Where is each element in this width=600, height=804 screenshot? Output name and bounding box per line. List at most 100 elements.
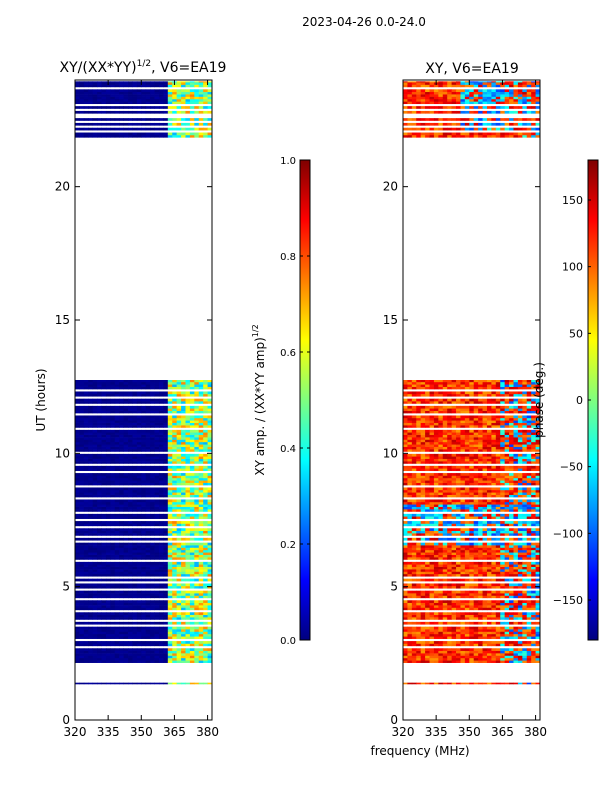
heatmap-cell	[119, 516, 124, 519]
heatmap-cell	[124, 490, 129, 493]
heatmap-cell	[483, 655, 488, 658]
heatmap-cell	[97, 648, 102, 651]
heatmap-cell	[128, 591, 133, 594]
heatmap-cell	[97, 394, 102, 397]
heatmap-cell	[483, 648, 488, 651]
heatmap-cell	[469, 593, 474, 596]
heatmap-cell	[75, 528, 80, 531]
heatmap-cell	[487, 648, 492, 651]
heatmap-cell	[425, 634, 430, 637]
heatmap-cell	[132, 533, 137, 536]
heatmap-cell	[203, 523, 208, 526]
heatmap-cell	[137, 382, 142, 385]
heatmap-cell	[159, 579, 164, 582]
heatmap-cell	[115, 552, 120, 555]
heatmap-cell	[137, 449, 142, 452]
heatmap-cell	[190, 648, 195, 651]
heatmap-cell	[190, 533, 195, 536]
heatmap-cell	[199, 456, 204, 459]
heatmap-cell	[469, 636, 474, 639]
heatmap-cell	[522, 591, 527, 594]
heatmap-cell	[137, 437, 142, 440]
heatmap-cell	[75, 607, 80, 610]
heatmap-cell	[496, 552, 501, 555]
heatmap-cell	[88, 521, 93, 524]
heatmap-cell	[106, 101, 111, 104]
heatmap-cell	[194, 92, 199, 95]
heatmap-cell	[500, 523, 505, 526]
heatmap-cell	[93, 504, 98, 507]
heatmap-cell	[172, 567, 177, 570]
heatmap-cell	[163, 538, 168, 541]
heatmap-cell	[159, 118, 164, 121]
heatmap-cell	[522, 648, 527, 651]
heatmap-cell	[194, 528, 199, 531]
heatmap-cell	[487, 641, 492, 644]
heatmap-cell	[75, 430, 80, 433]
heatmap-cell	[522, 564, 527, 567]
heatmap-cell	[168, 111, 173, 114]
heatmap-cell	[527, 562, 532, 565]
heatmap-cell	[150, 135, 155, 138]
heatmap-cell	[106, 600, 111, 603]
heatmap-cell	[199, 595, 204, 598]
heatmap-cell	[496, 523, 501, 526]
heatmap-cell	[115, 629, 120, 632]
heatmap-cell	[412, 562, 417, 565]
heatmap-cell	[199, 538, 204, 541]
heatmap-cell	[93, 658, 98, 661]
heatmap-cell	[505, 571, 510, 574]
heatmap-cell	[155, 583, 160, 586]
heatmap-cell	[132, 437, 137, 440]
heatmap-cell	[509, 523, 514, 526]
heatmap-cell	[88, 461, 93, 464]
heatmap-cell	[141, 502, 146, 505]
heatmap-cell	[447, 562, 452, 565]
heatmap-cell	[97, 99, 102, 102]
heatmap-cell	[177, 569, 182, 572]
heatmap-cell	[447, 655, 452, 658]
heatmap-cell	[97, 442, 102, 445]
heatmap-cell	[181, 603, 186, 606]
heatmap-cell	[79, 564, 84, 567]
heatmap-cell	[106, 550, 111, 553]
heatmap-cell	[124, 423, 129, 426]
heatmap-cell	[447, 629, 452, 632]
heatmap-cell	[430, 531, 435, 534]
heatmap-cell	[434, 655, 439, 658]
heatmap-cell	[84, 401, 89, 404]
heatmap-cell	[172, 487, 177, 490]
heatmap-cell	[124, 449, 129, 452]
heatmap-cell	[447, 531, 452, 534]
heatmap-cell	[483, 555, 488, 558]
heatmap-cell	[159, 128, 164, 131]
heatmap-cell	[115, 418, 120, 421]
heatmap-cell	[505, 595, 510, 598]
heatmap-cell	[128, 425, 133, 428]
heatmap-cell	[75, 106, 80, 109]
heatmap-cell	[177, 135, 182, 138]
heatmap-cell	[155, 550, 160, 553]
heatmap-cell	[421, 634, 426, 637]
heatmap-cell	[177, 475, 182, 478]
heatmap-cell	[460, 543, 465, 546]
heatmap-cell	[483, 564, 488, 567]
heatmap-cell	[106, 591, 111, 594]
heatmap-cell	[527, 571, 532, 574]
heatmap-cell	[527, 531, 532, 534]
heatmap-cell	[106, 454, 111, 457]
heatmap-cell	[102, 447, 107, 450]
heatmap-cell	[124, 89, 129, 92]
heatmap-cell	[172, 600, 177, 603]
heatmap-cell	[97, 643, 102, 646]
heatmap-cell	[513, 521, 518, 524]
heatmap-cell	[155, 603, 160, 606]
heatmap-cell	[172, 418, 177, 421]
heatmap-cell	[483, 605, 488, 608]
heatmap-cell	[137, 435, 142, 438]
heatmap-cell	[407, 615, 412, 618]
heatmap-cell	[491, 521, 496, 524]
heatmap-cell	[97, 600, 102, 603]
heatmap-cell	[430, 579, 435, 582]
heatmap-cell	[430, 641, 435, 644]
